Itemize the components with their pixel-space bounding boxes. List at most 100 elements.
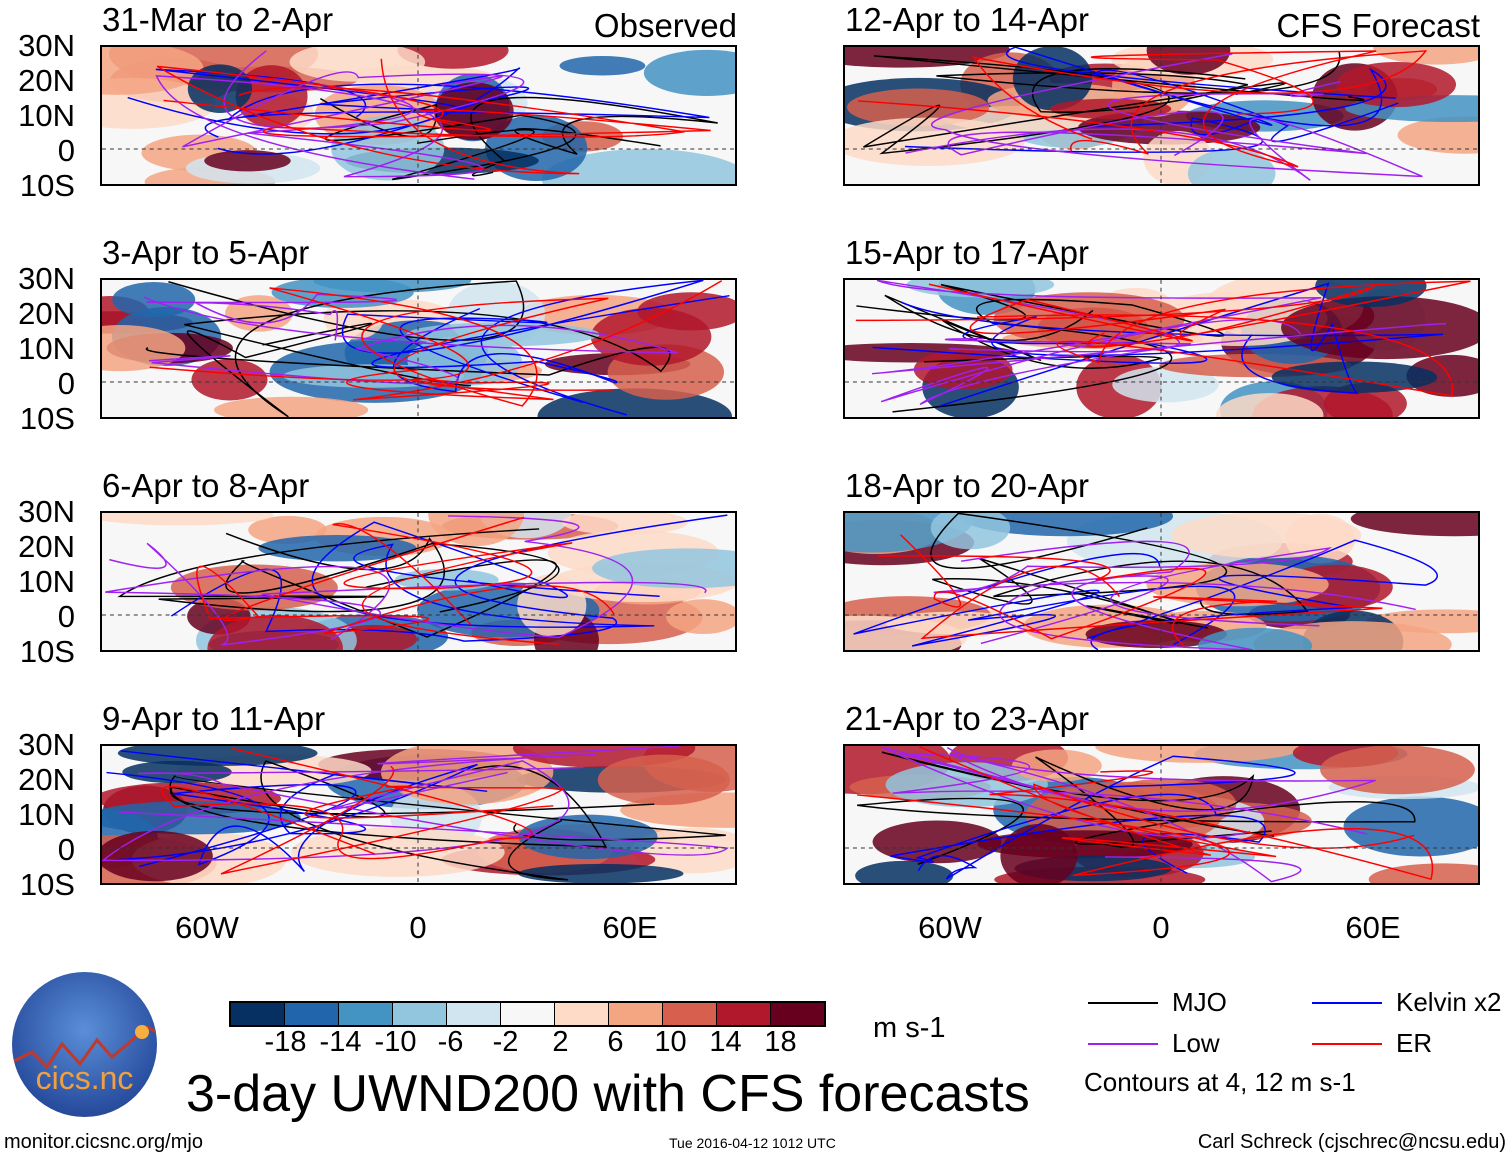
panel-title: 3-Apr to 5-Apr xyxy=(102,234,310,271)
panel-title: 9-Apr to 11-Apr xyxy=(102,700,326,737)
colorbar-swatch xyxy=(339,1003,393,1025)
contour-line xyxy=(371,294,730,393)
lat-label: 0 xyxy=(57,366,75,401)
wind-anomaly-shading xyxy=(643,49,735,96)
contour-line xyxy=(947,80,1367,157)
contour-line xyxy=(169,765,726,848)
wind-anomaly-shading xyxy=(102,513,274,526)
wind-anomaly-shading xyxy=(1000,824,1078,883)
footer-author: Carl Schreck (cjschrec@ncsu.edu) xyxy=(1197,1131,1506,1153)
lat-label: 30N xyxy=(18,28,75,63)
wind-anomaly-shading xyxy=(102,801,301,835)
legend-kelvin: Kelvin x2 xyxy=(1312,987,1502,1018)
mjo-line-swatch xyxy=(1088,1001,1158,1004)
contour-line xyxy=(972,50,1428,155)
contour-line xyxy=(470,96,718,177)
lat-label: 10S xyxy=(19,168,75,203)
lon-label: 60E xyxy=(1345,910,1401,945)
map-panel xyxy=(100,45,737,186)
contour-line xyxy=(120,750,488,868)
colorbar-tick-label: 14 xyxy=(709,1026,742,1058)
cics-logo: cics.nc xyxy=(12,972,157,1117)
contour-line xyxy=(946,746,1376,883)
wind-anomaly-shading xyxy=(1397,116,1478,154)
er-line-swatch xyxy=(1312,1042,1382,1045)
wind-anomaly-shading xyxy=(855,860,954,883)
colorbar-swatch xyxy=(609,1003,663,1025)
contour-line xyxy=(332,523,573,645)
legend-mjo: MJO xyxy=(1088,987,1227,1018)
lat-label: 0 xyxy=(57,599,75,634)
colorbar-tick-label: 2 xyxy=(552,1026,569,1058)
contour-line xyxy=(102,746,680,862)
contour-line xyxy=(936,50,1341,113)
lat-label: 30N xyxy=(18,494,75,529)
lat-label: 30N xyxy=(18,727,75,762)
contour-line xyxy=(933,546,1416,627)
wind-anomaly-shading xyxy=(289,47,426,82)
colorbar-tick-label: -6 xyxy=(437,1026,464,1058)
panel-title: 12-Apr to 14-Apr xyxy=(845,1,1089,38)
wind-anomaly-shading xyxy=(1350,513,1478,537)
contour-line xyxy=(225,542,560,638)
panel-label: Observed xyxy=(593,7,737,44)
colorbar-swatch xyxy=(717,1003,771,1025)
lat-label: 10N xyxy=(18,98,75,133)
wind-anomaly-shading xyxy=(518,863,684,883)
colorbar-swatch xyxy=(663,1003,717,1025)
colorbar-swatch xyxy=(555,1003,609,1025)
colorbar-tick-label: 18 xyxy=(764,1026,797,1058)
wind-anomaly-shading xyxy=(1271,361,1438,393)
lat-label: 20N xyxy=(18,762,75,797)
logo-text: cics.nc xyxy=(35,1060,134,1096)
panel-title: 15-Apr to 17-Apr xyxy=(845,234,1089,271)
wind-anomaly-shading xyxy=(187,64,253,113)
wind-anomaly-shading xyxy=(666,599,735,635)
contour-line xyxy=(904,47,1396,153)
colorbar-tick-label: -14 xyxy=(319,1026,362,1058)
wind-anomaly-shading xyxy=(1170,513,1362,559)
kelvin-line-swatch xyxy=(1312,1001,1382,1004)
map-panel xyxy=(843,744,1480,885)
lat-label: 10S xyxy=(19,634,75,669)
colorbar-tick-label: -2 xyxy=(492,1026,519,1058)
lon-label: 60W xyxy=(918,910,982,945)
wind-anomaly-shading xyxy=(885,762,1048,808)
wind-anomaly-shading xyxy=(1095,746,1305,763)
contour-line xyxy=(884,294,1164,369)
contour-line xyxy=(346,280,723,401)
legend-label: ER xyxy=(1396,1028,1433,1058)
contour-line xyxy=(320,98,577,181)
wind-anomaly-shading xyxy=(872,820,1002,864)
lat-label: 20N xyxy=(18,296,75,331)
contour-line xyxy=(919,746,1415,858)
map-panel xyxy=(843,45,1480,186)
wind-anomaly-shading xyxy=(561,513,688,535)
contour-line xyxy=(1090,67,1399,143)
map-panel xyxy=(843,511,1480,652)
contour-line xyxy=(920,565,1383,647)
lat-label: 0 xyxy=(57,133,75,168)
lat-label: 20N xyxy=(18,529,75,564)
colorbar-units: m s-1 xyxy=(873,1012,946,1044)
contour-line xyxy=(143,296,679,385)
colorbar-swatch xyxy=(447,1003,501,1025)
wind-anomaly-shading xyxy=(397,47,509,69)
lat-label: 10N xyxy=(18,331,75,366)
contour-line xyxy=(855,283,1375,342)
lon-label: 60W xyxy=(175,910,239,945)
wind-anomaly-shading xyxy=(845,117,1025,166)
colorbar-swatch xyxy=(501,1003,555,1025)
colorbar-swatch xyxy=(231,1003,285,1025)
lon-label: 60E xyxy=(602,910,658,945)
lat-label: 20N xyxy=(18,63,75,98)
wind-anomaly-shading xyxy=(204,150,291,172)
wind-anomaly-shading xyxy=(1343,796,1478,857)
wind-anomaly-shading xyxy=(906,280,1055,298)
contour-line xyxy=(146,293,398,341)
contour-line xyxy=(341,280,704,416)
colorbar-swatch xyxy=(393,1003,447,1025)
contour-line xyxy=(145,310,671,387)
footer-url: monitor.cicsnc.org/mjo xyxy=(4,1131,203,1153)
